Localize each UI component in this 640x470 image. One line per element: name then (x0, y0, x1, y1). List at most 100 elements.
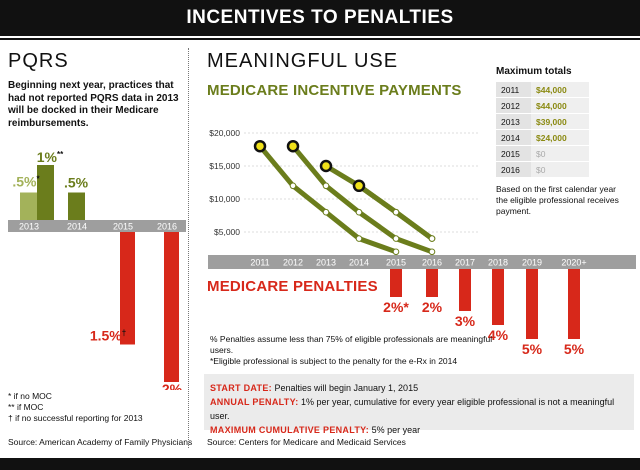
totals-year: 2016 (496, 161, 531, 178)
header-rule (0, 38, 640, 40)
mu-year-label: 2014 (349, 258, 369, 268)
incentive-title: MEDICARE INCENTIVE PAYMENTS (207, 82, 462, 99)
pqrs-data-label: .5% (64, 175, 89, 191)
mu-year-band (208, 255, 636, 269)
footer-bar (0, 458, 640, 470)
totals-value: $0 (531, 161, 589, 178)
incentive-point (428, 235, 436, 242)
totals-year: 2011 (496, 82, 531, 98)
incentive-point (322, 208, 330, 216)
pqrs-data-label-mark: † (122, 329, 126, 338)
totals-row: 2015 $0 (496, 145, 589, 162)
mu-year-label: 2013 (316, 258, 336, 268)
start-date-text: Penalties will begin January 1, 2015 (274, 383, 419, 393)
annual-penalty-line: ANNUAL PENALTY: 1% per year, cumulative … (204, 395, 634, 423)
info-box: START DATE: Penalties will begin January… (204, 374, 634, 435)
totals-value: $0 (531, 145, 589, 162)
mu-year-label: 2018 (488, 258, 508, 268)
penalty-bar (390, 269, 402, 297)
totals-value: $39,000 (531, 113, 589, 130)
mu-year-label: 2020+ (561, 258, 586, 268)
penalty-label: 3% (455, 313, 476, 329)
incentive-point (392, 235, 400, 242)
penalty-bar (568, 269, 580, 339)
incentive-point (355, 235, 363, 242)
pqrs-data-label: .5%* (12, 174, 40, 190)
totals-value: $44,000 (531, 82, 589, 98)
mu-source: Source: Centers for Medicare and Medicai… (207, 437, 406, 447)
incentive-point (322, 182, 330, 190)
pqrs-bar-penalty (164, 232, 179, 382)
pqrs-bar-penalty (120, 232, 135, 345)
penalty-label: 5% (522, 341, 543, 357)
footnote-no-reporting: † if no successful reporting for 2013 (8, 413, 143, 423)
mu-year-label: 2016 (422, 258, 442, 268)
pqrs-title: PQRS (8, 50, 69, 72)
y-tick-label: $10,000 (209, 194, 240, 204)
pqrs-source: Source: American Academy of Family Physi… (8, 437, 193, 447)
pqrs-year-label: 2015 (113, 222, 133, 232)
pqrs-chart: 2013 2014 2015 2016.5%*1%**.5%1.5%†2% (8, 149, 186, 390)
pqrs-year-label: 2016 (157, 222, 177, 232)
penalty-label: 5% (564, 341, 585, 357)
incentive-point (355, 208, 363, 216)
annual-penalty-text: 1% per year, cumulative for every year e… (210, 397, 615, 421)
totals-row: 2016 $0 (496, 161, 589, 178)
max-totals-table: 2011 $44,000 2012 $44,000 2013 $39,000 2014 $24… (496, 82, 589, 178)
y-tick-label: $15,000 (209, 161, 240, 171)
pqrs-data-label-value: .5% (64, 175, 89, 191)
annual-penalty-label: ANNUAL PENALTY: (210, 397, 299, 407)
pqrs-bar-moc (68, 192, 85, 220)
incentive-start-point (253, 139, 267, 153)
penalty-bar (459, 269, 471, 311)
incentive-point (392, 208, 400, 216)
start-date-line: START DATE: Penalties will begin January… (204, 381, 634, 395)
totals-value: $44,000 (531, 97, 589, 114)
max-totals-note: Based on the first calendar year the eli… (496, 184, 619, 216)
pqrs-data-label: 2% (162, 381, 183, 390)
incentive-point (392, 248, 400, 256)
mu-year-label: 2011 (250, 258, 269, 268)
mu-year-label: 2012 (283, 258, 303, 268)
pqrs-data-label: 1%** (37, 149, 64, 165)
footnote-no-moc: * if no MOC (8, 391, 52, 401)
start-date-label: START DATE: (210, 383, 272, 393)
pqrs-year-band (8, 220, 186, 232)
max-penalty-text: 5% per year (371, 425, 421, 435)
meaningful-use-title: MEANINGFUL USE (207, 50, 399, 72)
penalty-label: 2%* (383, 299, 409, 315)
totals-row: 2013 $39,000 (496, 113, 589, 130)
penalty-notes: % Penalties assume less than 75% of elig… (210, 334, 500, 367)
pqrs-data-label-value: 1.5% (90, 328, 122, 344)
pqrs-data-label-mark: ** (57, 150, 64, 159)
penalty-bar (426, 269, 438, 297)
pqrs-data-label-value: 2% (162, 381, 183, 390)
pqrs-year-label: 2013 (19, 222, 39, 232)
penalty-label: 4% (488, 327, 509, 343)
totals-year: 2014 (496, 129, 531, 146)
totals-value: $24,000 (531, 129, 589, 146)
mu-year-label: 2015 (386, 258, 406, 268)
pqrs-data-label-mark: * (37, 175, 41, 184)
meaningful-use-chart: $20,000 $15,000 $10,000 $5,000 2011 2012 2013 2… (208, 128, 636, 357)
penalty-bar (526, 269, 538, 339)
penalty-bar (492, 269, 504, 325)
totals-row: 2014 $24,000 (496, 129, 589, 146)
totals-row: 2012 $44,000 (496, 97, 589, 114)
max-penalty-line: MAXIMUM CUMULATIVE PENALTY: 5% per year (204, 423, 634, 437)
panel-divider (188, 48, 189, 448)
incentive-start-point (286, 139, 300, 153)
totals-year: 2013 (496, 113, 531, 130)
incentive-start-point (319, 159, 333, 173)
totals-row: 2011 $44,000 (496, 82, 589, 98)
mu-year-label: 2017 (455, 258, 475, 268)
incentive-point (289, 182, 297, 190)
totals-year: 2012 (496, 97, 531, 114)
pqrs-data-label-value: 1% (37, 149, 58, 165)
penalty-note-1: % Penalties assume less than 75% of elig… (210, 334, 493, 355)
footnote-moc: ** if MOC (8, 402, 44, 412)
max-penalty-label: MAXIMUM CUMULATIVE PENALTY: (210, 425, 370, 435)
pqrs-footnotes: * if no MOC ** if MOC † if no successful… (8, 391, 143, 424)
pqrs-bar-moc (37, 165, 54, 220)
penalty-note-2: *Eligible professional is subject to the… (210, 356, 458, 366)
